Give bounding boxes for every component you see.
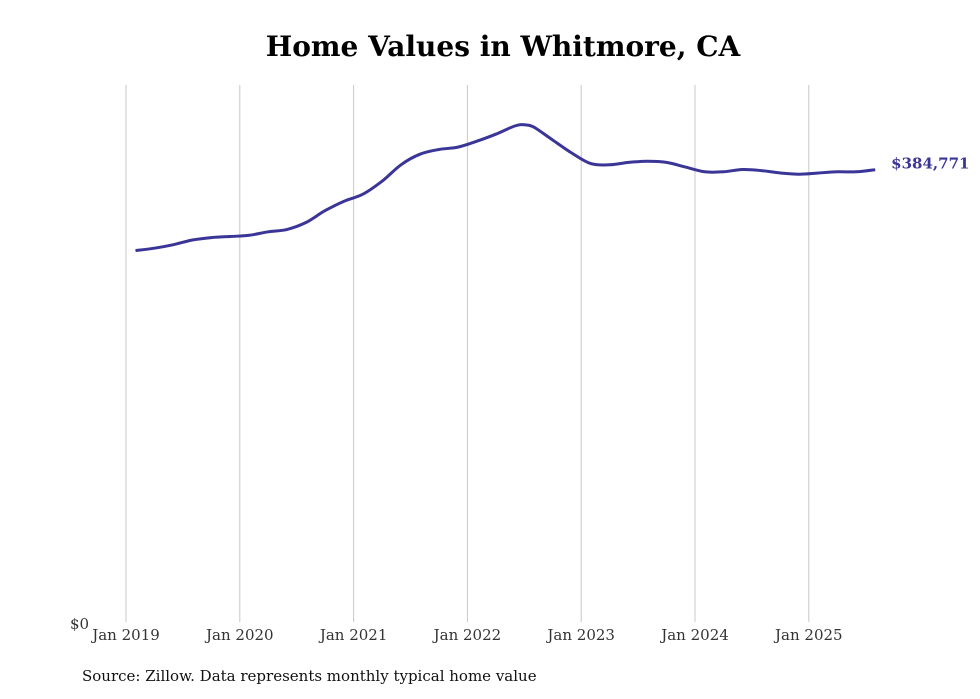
x-tick-label: Jan 2025 — [773, 626, 843, 644]
x-tick-label: Jan 2024 — [659, 626, 729, 644]
x-tick-label: Jan 2022 — [432, 626, 502, 644]
x-tick-label: Jan 2020 — [204, 626, 274, 644]
x-tick-label: Jan 2023 — [545, 626, 615, 644]
x-axis-ticks: Jan 2019 Jan 2020 Jan 2021 Jan 2022 Jan 2023… — [90, 626, 842, 644]
y-axis-ticks: $0 — [70, 615, 89, 633]
series-end-label: $384,771 — [891, 155, 969, 173]
line-chart: Jan 2019 Jan 2020 Jan 2021 Jan 2022 Jan 2023… — [70, 85, 969, 644]
chart-title: Home Values in Whitmore, CA — [265, 30, 741, 63]
series-group: $384,771 — [135, 123, 969, 253]
gridlines — [125, 85, 810, 622]
x-tick-label: Jan 2019 — [90, 626, 160, 644]
series-line — [135, 123, 876, 253]
y-tick-label: $0 — [70, 615, 89, 633]
x-tick-label: Jan 2021 — [318, 626, 388, 644]
source-note: Source: Zillow. Data represents monthly … — [82, 667, 537, 685]
